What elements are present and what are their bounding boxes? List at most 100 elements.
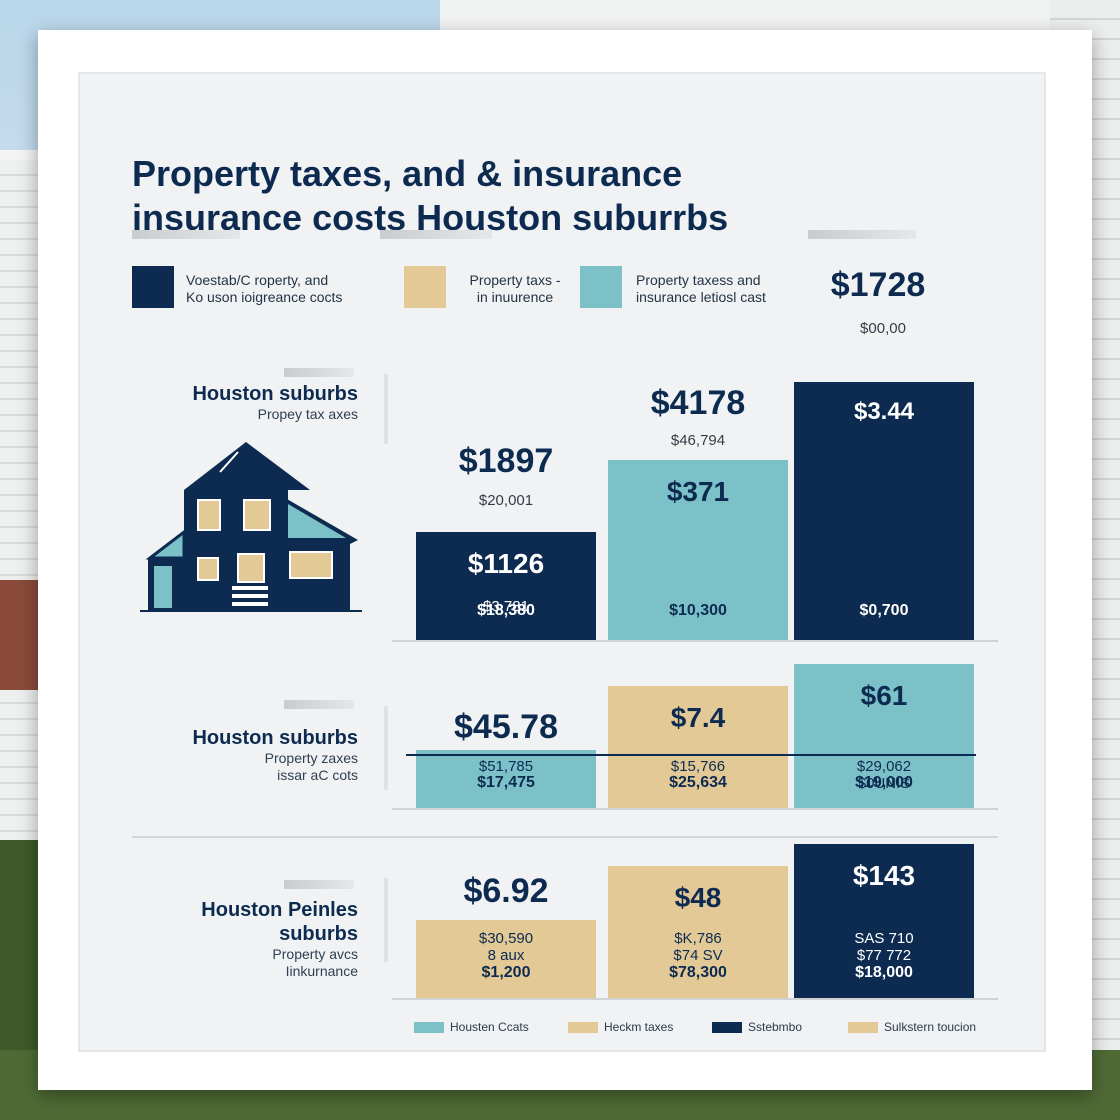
bar-sub-label: $15,766: [608, 758, 788, 775]
bar-sub-label: $K,786 $74 SV: [608, 930, 788, 964]
bar-total-label: $19,000: [855, 774, 913, 791]
bar: $61 $29,062 $0UNIS $19,000: [794, 664, 974, 808]
bar-sub-label: $29,062 $0UNIS: [794, 758, 974, 792]
floating-value: $4178: [650, 384, 746, 422]
bar: $51,785 $17,475: [416, 750, 596, 808]
bar-total-label: $18,380: [477, 602, 535, 619]
section-divider: [132, 836, 998, 838]
legend-label-line: Property taxs -: [469, 272, 561, 288]
bar: $48 $K,786 $74 SV $78,300: [608, 866, 788, 998]
bar-sub-label-line: $74 SV: [673, 947, 723, 964]
bar-sub-label-line: $30,590: [478, 930, 534, 947]
legend-label-tan: Property taxs - in inuurence: [460, 272, 570, 306]
background-brick-wall: [0, 580, 40, 690]
bottom-legend-label: Housten Ccats: [450, 1020, 529, 1034]
legend-label-navy: Voestab/C roperty, and Ko uson ioigreanc…: [186, 272, 376, 306]
row-1-title: Houston suburbs: [138, 382, 358, 406]
floating-value: $1897: [458, 442, 554, 480]
bar-value-label: $48: [674, 882, 722, 913]
bottom-legend-item: Sstebmbo: [712, 1020, 802, 1034]
house-icon: [140, 442, 362, 612]
title-line-1: Property taxes, and & insurance: [132, 153, 683, 194]
bottom-legend-label: Sulkstern toucion: [884, 1020, 977, 1034]
row-subtitle-line: Property avcs: [272, 946, 358, 962]
row-1-baseline: [392, 640, 998, 642]
bar-value-label: $7.4: [670, 702, 726, 733]
legend-label-line: in inuurence: [476, 289, 554, 305]
decorative-dash: [132, 230, 240, 239]
bar-total-label: $1,200: [481, 964, 531, 981]
bottom-legend-label: Sstebmbo: [748, 1020, 803, 1034]
decorative-dash: [808, 230, 916, 239]
legend-label-line: Property taxess and: [636, 272, 761, 288]
chart-title: Property taxes, and & insurance insuranc…: [132, 152, 892, 240]
bar-value-label: $61: [860, 680, 908, 711]
bar-total-label: $17,475: [477, 774, 535, 791]
row-1-label: Houston suburbs Propey tax axes: [138, 382, 358, 423]
decorative-dash: [284, 700, 354, 709]
bar-value-label: $143: [852, 860, 916, 891]
bar-sub-label-line: $0UNIS: [857, 775, 911, 792]
row-2-label: Houston suburbs Property zaxes issar aC …: [138, 726, 358, 784]
bar-sub-label: $51,785: [416, 758, 596, 775]
bottom-legend-item: Sulkstern toucion: [848, 1020, 976, 1034]
row-divider: [384, 706, 388, 790]
bar: $7.4 $15,766 $25,634: [608, 686, 788, 808]
bottom-legend-label: Heckm taxes: [604, 1020, 674, 1034]
bottom-legend-item: Heckm taxes: [568, 1020, 673, 1034]
decorative-dash: [284, 880, 354, 889]
bar-value-label: $371: [666, 476, 730, 507]
header-subvalue: $00,00: [860, 320, 906, 337]
bottom-legend-item: Housten Ccats: [414, 1020, 529, 1034]
bar-total-label: $18,000: [855, 964, 913, 981]
background-house-siding-left: [0, 160, 40, 860]
decorative-dash: [284, 368, 354, 377]
bar-total-label: $78,300: [669, 964, 727, 981]
legend-label-line: insurance letiosl cast: [636, 289, 766, 305]
bar: $371 $10,300: [608, 460, 788, 640]
row-3-baseline: [392, 998, 998, 1000]
legend-swatch-navy: [132, 266, 174, 308]
bar-sub-label-line: $29,062: [856, 758, 912, 775]
row-divider: [384, 374, 388, 444]
decorative-dash: [380, 230, 492, 239]
row-2-subtitle: Property zaxes issar aC cots: [138, 750, 358, 784]
bottom-legend-swatch: [712, 1021, 742, 1033]
infographic-panel: Property taxes, and & insurance insuranc…: [78, 72, 1046, 1052]
row-subtitle-line: issar aC cots: [277, 767, 358, 783]
row-2-title: Houston suburbs: [138, 726, 358, 750]
row-title-line: Houston suburbs: [192, 727, 358, 749]
bar-sub-label: $3,781: [416, 598, 596, 615]
bar: $3.44 $0,700: [794, 382, 974, 640]
bar-sub-label-line: $K,786: [674, 930, 722, 947]
bottom-legend-swatch: [568, 1021, 598, 1033]
row-title-line: Houston Peinles: [201, 899, 358, 921]
floating-value: $6.92: [463, 872, 549, 910]
legend-swatch-teal: [580, 266, 622, 308]
bar-sub-label: SAS 710 $77 772: [794, 930, 974, 964]
floating-subvalue: $20,001: [478, 492, 534, 509]
bar-total-label: $25,634: [669, 774, 727, 791]
sign-board: Property taxes, and & insurance insuranc…: [38, 30, 1092, 1090]
bar-total-label: $0,700: [859, 602, 909, 619]
row-2-overlay-line: [406, 754, 976, 756]
legend-label-line: Voestab/C roperty, and: [186, 272, 329, 288]
row-title-line: Houston suburbs: [192, 383, 358, 405]
bottom-legend-swatch: [848, 1021, 878, 1033]
bar: $1126 $3,781 $18,380: [416, 532, 596, 640]
row-1-subtitle: Propey tax axes: [138, 406, 358, 423]
bar-sub-label-line: $51,785: [478, 758, 534, 775]
bar-sub-label-line: $15,766: [670, 758, 726, 775]
floating-value: $45.78: [454, 708, 558, 746]
bar-sub-label-line: SAS 710: [854, 930, 914, 947]
row-2-baseline: [392, 808, 998, 810]
row-divider: [384, 878, 388, 962]
row-3-subtitle: Property avcs Iinkurnance: [138, 946, 358, 980]
bar-total-label: $10,300: [669, 602, 727, 619]
row-subtitle-line: Iinkurnance: [285, 963, 358, 979]
header-value: $1728: [830, 266, 926, 304]
bar-sub-label-line: $77 772: [856, 947, 912, 964]
bar-value-label: $1126: [467, 548, 545, 579]
title-line-2: insurance costs Houston suburrbs: [132, 197, 729, 238]
bar-value-label: $3.44: [853, 398, 915, 425]
